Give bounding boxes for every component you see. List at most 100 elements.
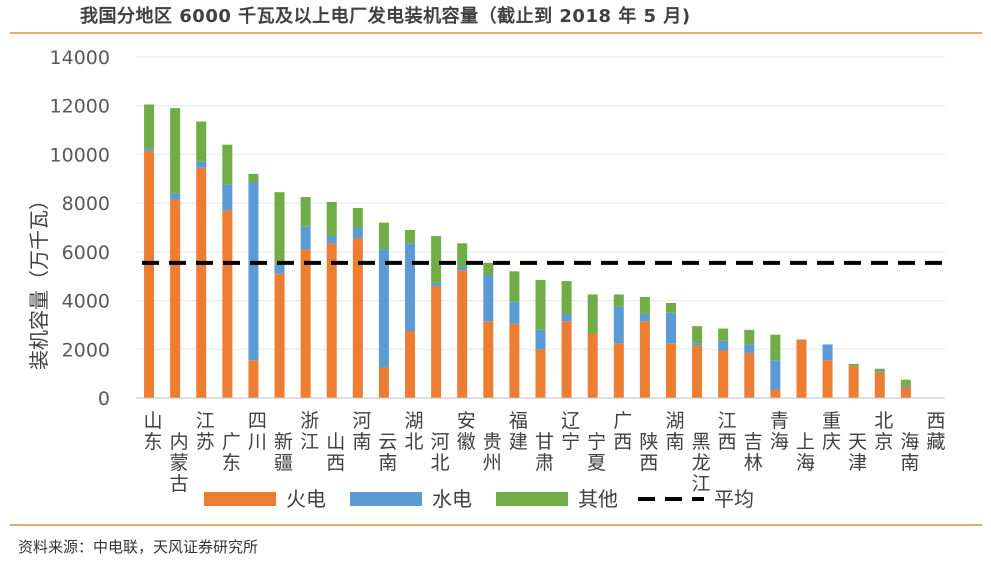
x-tick-label: 四川: [248, 410, 267, 453]
bar-水电-广东: [222, 184, 233, 211]
bar-火电-黑龙江: [692, 345, 703, 398]
x-tick-label: 江西: [718, 410, 737, 453]
y-tick-labels: 0 2000 4000 6000 8000 10000 12000 14000: [50, 47, 110, 410]
bar-火电-宁夏: [587, 333, 598, 398]
y-tick-label: 12000: [50, 96, 110, 118]
bar-水电-湖北: [405, 243, 416, 332]
bar-火电-重庆: [822, 360, 833, 398]
bar-水电-浙江: [300, 226, 311, 250]
bar-火电-甘肃: [535, 349, 546, 398]
bar-水电-吉林: [744, 344, 755, 353]
x-tick-label: 贵州: [483, 431, 502, 474]
legend-label: 平均: [714, 487, 754, 511]
bar-火电-浙江: [300, 249, 311, 398]
bar-其他-湖北: [405, 229, 416, 244]
bar-水电-北京: [874, 371, 885, 373]
chart-title: 我国分地区 6000 千瓦及以上电厂发电装机容量（截止到 2018 年 5 月): [80, 6, 691, 27]
bar-水电-河北: [431, 282, 442, 286]
bar-水电-海南: [900, 385, 911, 388]
y-tick-label: 6000: [62, 242, 110, 264]
top-divider: [10, 32, 982, 34]
x-tick-label: 青海: [770, 410, 789, 453]
bar-其他-海南: [900, 379, 911, 386]
bar-水电-贵州: [483, 274, 494, 322]
y-tick-label: 4000: [62, 291, 110, 313]
bar-其他-陕西: [639, 296, 650, 314]
bar-火电-内蒙古: [170, 199, 181, 398]
legend-label: 其他: [578, 487, 618, 511]
bar-火电-湖北: [405, 331, 416, 398]
x-tick-label: 内蒙古: [170, 431, 189, 495]
bar-其他-四川: [248, 173, 259, 183]
bar-火电-北京: [874, 372, 885, 398]
bar-火电-河北: [431, 285, 442, 398]
bar-其他-江苏: [196, 121, 207, 162]
bar-水电-湖南: [665, 312, 676, 344]
x-tick-label: 上海: [796, 431, 815, 474]
bar-火电-海南: [900, 387, 911, 398]
bar-水电-广西: [613, 306, 624, 344]
bar-水电-江西: [718, 340, 729, 351]
bar-水电-江苏: [196, 161, 207, 168]
bar-火电-陕西: [639, 321, 650, 398]
bar-火电-广东: [222, 210, 233, 398]
bar-火电-新疆: [274, 273, 285, 398]
bar-水电-山西: [326, 236, 337, 244]
bar-其他-辽宁: [561, 281, 572, 314]
x-tick-label: 宁夏: [587, 431, 606, 474]
bar-火电-福建: [509, 323, 520, 398]
x-tick-label: 吉林: [744, 431, 763, 474]
legend-label: 火电: [286, 487, 326, 511]
bar-其他-新疆: [274, 192, 285, 265]
bar-水电-安徽: [457, 266, 468, 271]
y-axis-label: 装机容量（万千瓦）: [27, 190, 51, 370]
legend-swatch: [204, 492, 276, 506]
bottom-divider: [10, 524, 982, 526]
bar-其他-山西: [326, 201, 337, 237]
x-tick-label: 新疆: [274, 431, 293, 474]
x-tick-label: 天津: [848, 431, 867, 474]
bar-火电-广西: [613, 343, 624, 398]
x-tick-labels: 山东 内蒙古江苏 广东四川 新疆浙江 山西河南 云南湖北 河北安徽 贵州福建 甘肃辽宁 宁夏广西陕…: [144, 410, 946, 495]
bars: [144, 104, 911, 398]
bar-其他-广西: [613, 294, 624, 307]
x-tick-label: 海南: [900, 431, 919, 474]
bar-其他-湖南: [665, 303, 676, 313]
chart: 0 2000 4000 6000 8000 10000 12000 14000 装机容量（万千…: [27, 47, 946, 511]
bar-火电-吉林: [744, 352, 755, 398]
x-tick-label: 广东: [222, 431, 241, 474]
bar-水电-辽宁: [561, 313, 572, 322]
bar-其他-河北: [431, 236, 442, 283]
bar-火电-江西: [718, 350, 729, 398]
x-tick-label: 西藏: [926, 410, 945, 453]
x-tick-label: 湖南: [665, 410, 684, 453]
x-tick-label: 陕西: [639, 431, 658, 474]
bar-其他-宁夏: [587, 294, 598, 334]
bar-火电-河南: [352, 238, 363, 398]
bar-其他-贵州: [483, 262, 494, 275]
bar-火电-上海: [796, 339, 807, 398]
x-tick-label: 山东: [144, 410, 163, 453]
bar-其他-青海: [770, 334, 781, 361]
bar-水电-河南: [352, 227, 363, 239]
x-tick-label: 河北: [431, 431, 450, 474]
bar-其他-甘肃: [535, 279, 546, 330]
x-tick-label: 江苏: [196, 410, 215, 453]
bar-水电-新疆: [274, 264, 285, 274]
bar-其他-福建: [509, 271, 520, 302]
y-tick-label: 2000: [62, 339, 110, 361]
x-tick-label: 辽宁: [561, 410, 580, 453]
bar-其他-天津: [848, 363, 859, 367]
bar-水电-四川: [248, 182, 259, 361]
bar-水电-陕西: [639, 313, 650, 322]
bar-火电-湖南: [665, 343, 676, 398]
bar-水电-甘肃: [535, 329, 546, 350]
bar-水电-青海: [770, 360, 781, 390]
bar-火电-江苏: [196, 167, 207, 398]
bar-其他-云南: [378, 222, 389, 250]
bar-其他-江西: [718, 328, 729, 341]
bar-火电-云南: [378, 367, 389, 398]
y-tick-label: 10000: [50, 144, 110, 166]
legend-label: 水电: [432, 487, 472, 511]
bar-火电-安徽: [457, 270, 468, 398]
